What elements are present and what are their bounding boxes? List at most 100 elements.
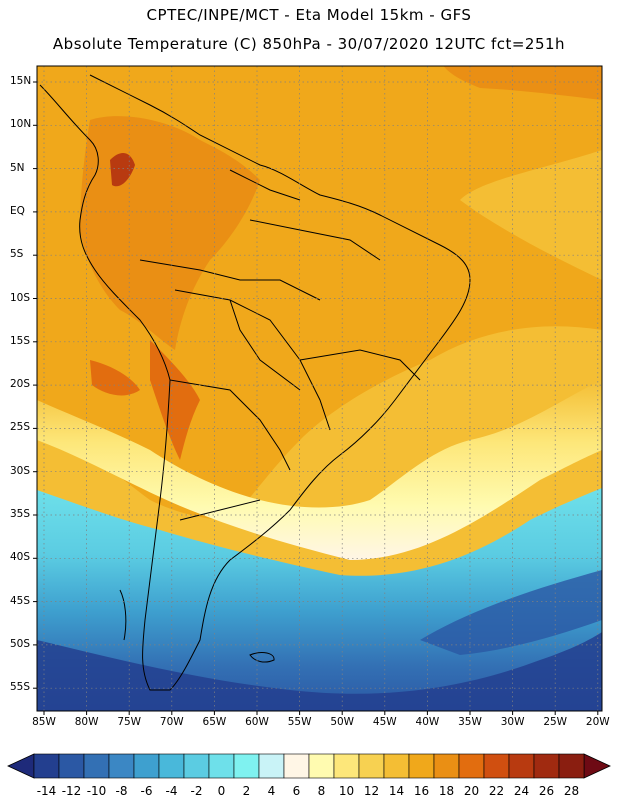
colorbar-high-arrow [583,753,611,779]
temperature-field [37,66,602,711]
colorbar-label: -12 [61,784,82,798]
colorbar-label: -10 [86,784,107,798]
colorbar-box [458,753,485,779]
axis-ticks [33,81,599,715]
colorbar-box [408,753,435,779]
colorbar-low-arrow [7,753,35,779]
lat-label: 10S [10,291,31,304]
border-line-7 [229,169,301,201]
border-line-2 [174,289,331,431]
chart-title-line-1: CPTEC/INPE/MCT - Eta Model 15km - GFS [146,6,472,24]
colorbar-box [558,753,585,779]
colorbar-label: 20 [463,784,480,798]
lat-label: 50S [10,637,31,650]
lat-label: 45S [10,594,31,607]
colorbar-box [483,753,510,779]
colorbar-box [183,753,210,779]
colorbar-box [233,753,260,779]
colorbar-box [333,753,360,779]
southern-cold-region [37,488,602,711]
colorbar-label: 8 [317,784,326,798]
colorbar [7,753,611,779]
colorbar-label: -4 [165,784,178,798]
colorbar-label: 14 [388,784,405,798]
lat-label: 15N [10,75,32,87]
lon-label: 30W [500,716,525,728]
lon-label: 35W [458,716,482,728]
colorbar-label: 0 [217,784,226,798]
lat-label: 10N [10,118,32,131]
lon-label: 20W [585,716,610,728]
colorbar-label: 16 [413,784,430,798]
lat-label: 55S [10,681,31,694]
colorbar-label: 28 [563,784,580,798]
lat-label: EQ [10,204,25,217]
colorbar-label: -2 [190,784,203,798]
lat-label: 30S [10,464,31,477]
colorbar-label: 4 [267,784,276,798]
lon-label: 70W [159,716,184,728]
colorbar-box [33,753,60,779]
colorbar-box [433,753,460,779]
colorbar-label: 10 [338,784,355,798]
lon-label: 65W [202,716,227,728]
lon-label: 50W [330,716,355,728]
colorbar-label: -6 [140,784,153,798]
colorbar-box [508,753,535,779]
colorbar-box [283,753,310,779]
border-line-5 [299,349,421,381]
caribbean-warm-patch [443,66,602,100]
colorbar-label: 6 [292,784,301,798]
polar-coldest-region [37,632,602,711]
south-america-coastline [39,74,471,691]
pacific-warm-patch [90,360,140,396]
border-line-4 [229,299,301,391]
lon-label: 85W [32,716,56,728]
colorbar-box [208,753,235,779]
map-frame [36,65,603,712]
chart-title-line-2: Absolute Temperature (C) 850hPa - 30/07/… [52,35,566,53]
lon-label: 80W [74,716,99,728]
colorbar-box [58,753,85,779]
lon-label: 40W [415,716,440,728]
border-line-8 [179,499,261,521]
lon-label: 60W [245,716,269,728]
lat-label: 5N [10,161,25,174]
colorbar-label: 18 [438,784,455,798]
colorbar-label: 12 [363,784,380,798]
chaco-hot-patch [150,340,200,460]
colombia-hot-spot [110,153,135,187]
lon-label: 55W [287,716,312,728]
south-atlantic-cold-tongue [420,570,602,655]
chile-fjords [119,589,127,641]
colorbar-label: 26 [538,784,555,798]
lat-label: 15S [10,334,31,347]
border-line-3 [139,259,321,301]
colorbar-box [133,753,160,779]
border-line-1 [169,379,291,471]
lat-label: 25S [10,421,31,434]
lat-label: 35S [10,508,31,520]
lon-label: 25W [543,716,568,728]
colorbar-label: 22 [488,784,505,798]
lat-label: 40S [10,551,31,564]
lon-label: 45W [372,716,397,728]
coastline-borders [39,74,471,691]
falkland-islands [249,652,275,663]
colorbar-label: 24 [513,784,530,798]
lat-label: 20S [10,378,31,391]
colorbar-box [533,753,560,779]
colorbar-label: -8 [115,784,128,798]
colorbar-box [383,753,410,779]
lat-label: 5S [10,248,24,261]
lon-label: 75W [117,716,142,728]
colorbar-label: -14 [36,784,57,798]
colorbar-label: 2 [242,784,251,798]
border-line-6 [249,219,381,261]
colorbar-box [108,753,135,779]
colorbar-box [308,753,335,779]
colorbar-box [83,753,110,779]
colorbar-box [158,753,185,779]
colorbar-box [358,753,385,779]
